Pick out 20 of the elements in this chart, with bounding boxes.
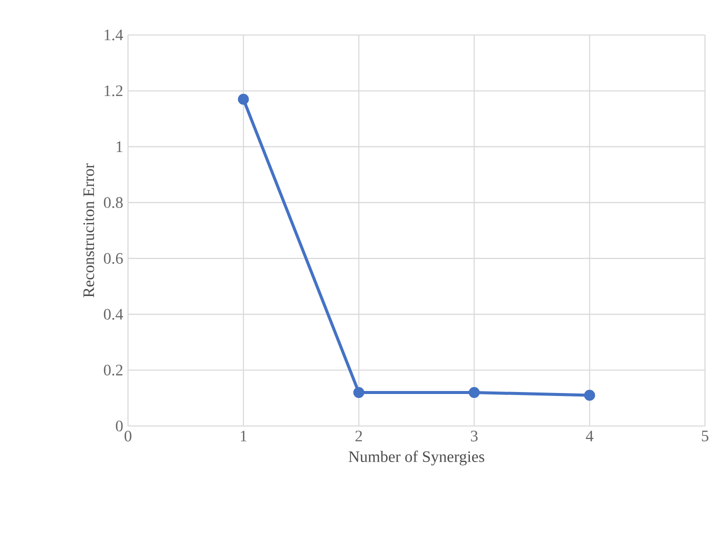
point [353,386,364,398]
y-tick-label: 0 [116,420,123,432]
point [468,386,480,398]
y-tick-label: 1.2 [104,85,122,96]
y-tick-label: 0.2 [104,364,122,376]
y-axis-title: Reconstruciton Error [83,163,94,298]
x-tick-label: 3 [470,430,478,442]
point [238,94,249,105]
x-tick-label: 0 [124,430,132,442]
y-tick-label: 1.4 [104,30,124,40]
x-axis-title: Number of Synergies [348,450,484,466]
y-tick-label: 0.4 [104,308,124,320]
y-tick-label: 0.8 [104,197,123,208]
y-tick-label: 1 [116,141,122,152]
point [584,390,596,401]
y-tick-label: 0.6 [104,252,123,264]
x-tick-label: 5 [702,430,708,442]
x-tick-label: 4 [586,430,594,442]
x-tick-label: 2 [356,430,362,442]
x-tick-label: 1 [240,430,246,442]
